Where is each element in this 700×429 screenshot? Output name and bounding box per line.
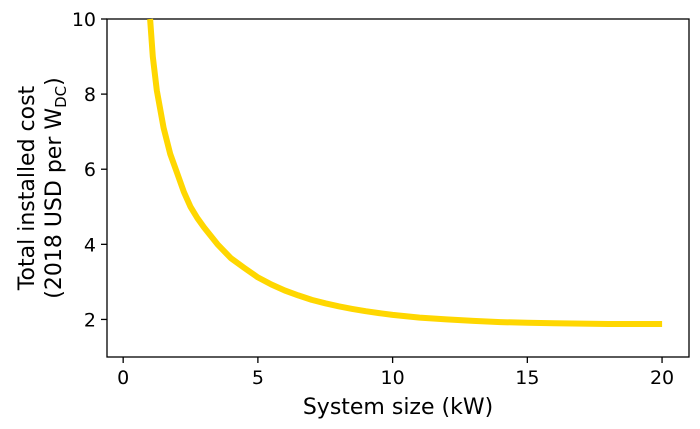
x-tick-label: 20: [650, 367, 674, 389]
x-tick-label: 0: [117, 367, 129, 389]
y-tick-label: 10: [72, 9, 96, 31]
y-axis-ticks: 2 4 6 8 10: [72, 9, 107, 331]
y-tick-label: 8: [84, 84, 96, 106]
plot-area: [106, 18, 690, 358]
x-tick-label: 5: [252, 367, 264, 389]
y-axis-label: Total installed cost (2018 USD per WDC): [15, 77, 70, 298]
y-axis-label-subscript: DC: [52, 86, 70, 108]
x-axis-label: System size (kW): [303, 395, 493, 420]
y-tick-label: 6: [84, 159, 96, 181]
y-axis-label-prefix: (2018 USD per W: [42, 108, 67, 299]
y-tick-label: 2: [84, 309, 96, 331]
x-tick-label: 15: [515, 367, 539, 389]
y-axis-label-suffix: ): [42, 77, 67, 86]
series-line: [147, 18, 663, 327]
y-axis-label-line2: (2018 USD per WDC): [42, 77, 70, 298]
x-axis-ticks: 0 5 10 15 20: [117, 357, 674, 389]
x-tick-label: 10: [381, 367, 405, 389]
y-tick-label: 4: [84, 234, 96, 256]
y-axis-label-line1: Total installed cost: [15, 85, 40, 291]
